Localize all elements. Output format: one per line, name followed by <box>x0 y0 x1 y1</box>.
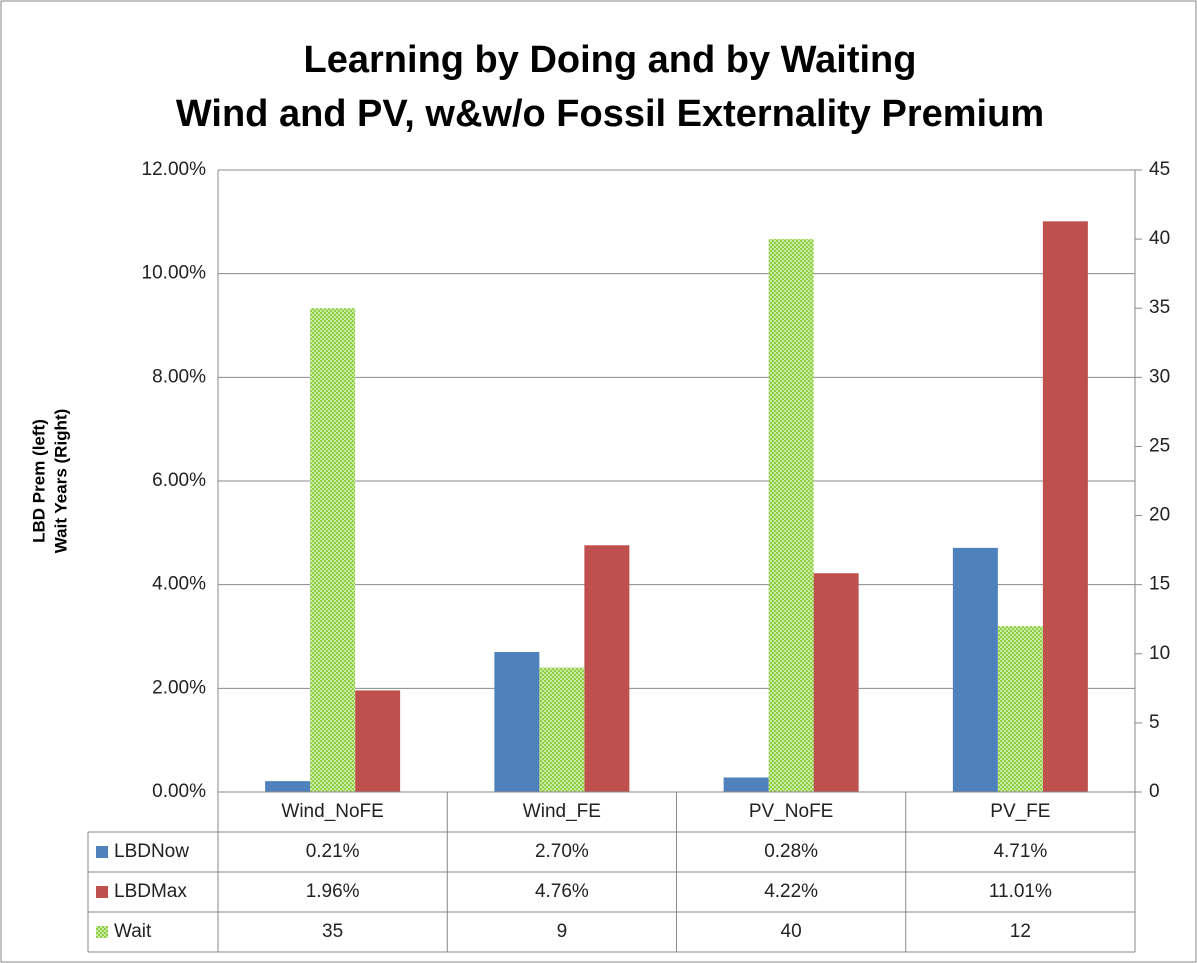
y-tick-label: 10.00% <box>142 263 207 284</box>
bar <box>539 667 585 792</box>
chart-title: Wind and PV, w&w/o Fossil Externality Pr… <box>176 93 1044 135</box>
bar <box>265 781 311 792</box>
table-cell: 0.21% <box>306 841 360 862</box>
chart-title: Learning by Doing and by Waiting <box>304 39 917 81</box>
y2-tick-label: 20 <box>1149 505 1170 526</box>
y2-tick-label: 35 <box>1149 297 1170 318</box>
table-cell: 4.76% <box>535 881 589 902</box>
table-cell: 35 <box>322 921 343 942</box>
legend-label: Wait <box>114 921 152 942</box>
y2-tick-label: 5 <box>1149 712 1160 733</box>
y-tick-label: 2.00% <box>152 677 206 698</box>
table-cell: 12 <box>1010 921 1031 942</box>
bar <box>355 690 401 792</box>
table-cell: 4.71% <box>993 841 1047 862</box>
y-tick-label: 4.00% <box>152 574 206 595</box>
x-tick-label: PV_NoFE <box>749 801 833 822</box>
bar <box>768 239 814 793</box>
bar <box>997 626 1043 792</box>
x-tick-label: PV_FE <box>990 801 1050 822</box>
x-tick-label: Wind_NoFE <box>281 801 383 822</box>
legend-swatch <box>96 926 108 938</box>
bar <box>310 308 356 792</box>
y-axis-label: LBD Prem (left) <box>29 419 48 543</box>
y2-tick-label: 10 <box>1149 643 1170 664</box>
table-cell: 1.96% <box>306 881 360 902</box>
y-tick-label: 6.00% <box>152 470 206 491</box>
table-cell: 4.22% <box>764 881 818 902</box>
y-tick-label: 12.00% <box>142 159 207 180</box>
legend-swatch <box>96 846 108 858</box>
table-cell: 40 <box>781 921 802 942</box>
table-cell: 2.70% <box>535 841 589 862</box>
y2-tick-label: 15 <box>1149 574 1170 595</box>
legend-swatch <box>96 886 108 898</box>
y-axis-label: Wait Years (Right) <box>51 409 70 554</box>
bar <box>813 573 859 792</box>
table-cell: 0.28% <box>764 841 818 862</box>
y-tick-label: 8.00% <box>152 366 206 387</box>
bar <box>723 777 769 792</box>
legend-label: LBDNow <box>114 841 189 862</box>
y-tick-label: 0.00% <box>152 781 206 802</box>
y2-tick-label: 45 <box>1149 159 1170 180</box>
bar <box>952 547 998 792</box>
y2-tick-label: 25 <box>1149 435 1170 456</box>
legend-label: LBDMax <box>114 881 187 902</box>
table-cell: 11.01% <box>989 881 1052 902</box>
table-cell: 9 <box>557 921 568 942</box>
bar <box>584 545 630 792</box>
bar <box>494 652 540 792</box>
y2-tick-label: 0 <box>1149 781 1160 802</box>
y2-tick-label: 40 <box>1149 228 1170 249</box>
bar <box>1042 221 1088 792</box>
x-tick-label: Wind_FE <box>523 801 601 822</box>
y2-tick-label: 30 <box>1149 366 1170 387</box>
